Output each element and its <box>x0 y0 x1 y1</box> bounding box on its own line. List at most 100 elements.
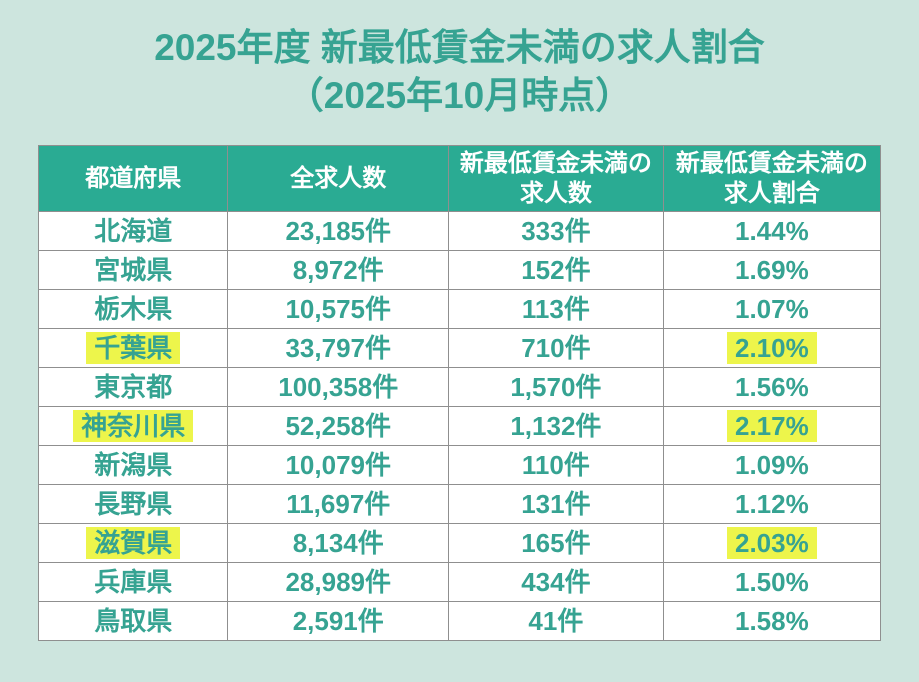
below-minwage-count-value: 710件 <box>521 333 591 363</box>
prefecture-label: 栃木県 <box>94 294 173 324</box>
below-minwage-rate-cell: 1.09% <box>662 445 882 485</box>
below-minwage-count-value: 41件 <box>528 606 584 636</box>
table-header-row: 都道府県 全求人数 新最低賃金未満の 求人数 新最低賃金未満の 求人割合 <box>37 145 882 212</box>
prefecture-cell: 神奈川県 <box>37 406 229 446</box>
total-jobs-value: 33,797件 <box>285 333 391 363</box>
below-minwage-count-value: 110件 <box>521 450 590 480</box>
below-minwage-rate-value: 2.10% <box>727 332 817 364</box>
below-minwage-rate-value: 1.09% <box>735 450 809 480</box>
below-minwage-rate-cell: 1.69% <box>662 250 882 290</box>
minimum-wage-table: 都道府県 全求人数 新最低賃金未満の 求人数 新最低賃金未満の 求人割合 北海道… <box>37 145 882 641</box>
prefecture-label: 滋賀県 <box>86 527 181 559</box>
total-jobs-value: 10,079件 <box>285 450 391 480</box>
below-minwage-count-cell: 113件 <box>448 289 664 329</box>
below-minwage-rate-value: 1.50% <box>735 567 809 597</box>
below-minwage-count-value: 152件 <box>521 255 591 285</box>
below-minwage-count-cell: 333件 <box>448 211 664 251</box>
prefecture-label: 神奈川県 <box>73 410 194 442</box>
total-jobs-cell: 52,258件 <box>227 406 450 446</box>
below-minwage-count-cell: 41件 <box>448 601 664 641</box>
below-minwage-rate-value: 1.56% <box>735 372 809 402</box>
below-minwage-rate-value: 1.07% <box>735 294 809 324</box>
total-jobs-cell: 10,079件 <box>227 445 450 485</box>
total-jobs-cell: 23,185件 <box>227 211 450 251</box>
table-row: 滋賀県 8,134件 165件 2.03% <box>37 523 882 563</box>
below-minwage-rate-value: 1.12% <box>735 489 809 519</box>
total-jobs-value: 100,358件 <box>278 372 399 402</box>
table-row: 北海道 23,185件 333件 1.44% <box>37 211 882 251</box>
table-row: 長野県 11,697件 131件 1.12% <box>37 484 882 524</box>
below-minwage-count-value: 1,132件 <box>510 411 602 441</box>
total-jobs-value: 23,185件 <box>285 216 391 246</box>
below-minwage-rate-cell: 1.44% <box>662 211 882 251</box>
below-minwage-count-cell: 110件 <box>448 445 664 485</box>
table-row: 新潟県 10,079件 110件 1.09% <box>37 445 882 485</box>
prefecture-cell: 新潟県 <box>37 445 229 485</box>
below-minwage-rate-cell: 1.58% <box>662 601 882 641</box>
table-row: 宮城県 8,972件 152件 1.69% <box>37 250 882 290</box>
total-jobs-value: 2,591件 <box>292 606 384 636</box>
prefecture-label: 長野県 <box>94 489 173 519</box>
prefecture-label: 宮城県 <box>94 255 173 285</box>
prefecture-label: 兵庫県 <box>94 567 173 597</box>
prefecture-label: 鳥取県 <box>94 606 173 636</box>
total-jobs-value: 11,697件 <box>286 489 391 519</box>
below-minwage-rate-cell: 2.10% <box>662 328 882 368</box>
page-title: 2025年度 新最低賃金未満の求人割合 （2025年10月時点） <box>0 24 919 120</box>
below-minwage-count-cell: 152件 <box>448 250 664 290</box>
below-minwage-count-value: 131件 <box>521 489 591 519</box>
header-prefecture: 都道府県 <box>37 145 229 212</box>
below-minwage-rate-cell: 1.50% <box>662 562 882 602</box>
page-title-line2: （2025年10月時点） <box>286 75 633 116</box>
below-minwage-rate-value: 1.69% <box>735 255 809 285</box>
prefecture-cell: 千葉県 <box>37 328 229 368</box>
prefecture-cell: 滋賀県 <box>37 523 229 563</box>
total-jobs-value: 28,989件 <box>285 567 391 597</box>
below-minwage-count-value: 333件 <box>521 216 591 246</box>
table-row: 兵庫県 28,989件 434件 1.50% <box>37 562 882 602</box>
total-jobs-cell: 100,358件 <box>227 367 450 407</box>
header-below-minwage-count: 新最低賃金未満の 求人数 <box>448 145 664 212</box>
below-minwage-count-cell: 1,132件 <box>448 406 664 446</box>
total-jobs-cell: 33,797件 <box>227 328 450 368</box>
prefecture-cell: 栃木県 <box>37 289 229 329</box>
prefecture-cell: 北海道 <box>37 211 229 251</box>
prefecture-label: 新潟県 <box>94 450 173 480</box>
total-jobs-cell: 2,591件 <box>227 601 450 641</box>
below-minwage-rate-value: 2.17% <box>727 410 817 442</box>
prefecture-cell: 兵庫県 <box>37 562 229 602</box>
total-jobs-cell: 8,972件 <box>227 250 450 290</box>
below-minwage-rate-cell: 1.07% <box>662 289 882 329</box>
table-row: 栃木県 10,575件 113件 1.07% <box>37 289 882 329</box>
table-body: 北海道 23,185件 333件 1.44% 宮城県 8,972件 152件 1… <box>37 211 882 641</box>
below-minwage-count-cell: 165件 <box>448 523 664 563</box>
below-minwage-count-value: 434件 <box>521 567 591 597</box>
table-row: 神奈川県 52,258件 1,132件 2.17% <box>37 406 882 446</box>
prefecture-cell: 長野県 <box>37 484 229 524</box>
below-minwage-count-value: 1,570件 <box>510 372 602 402</box>
below-minwage-rate-cell: 2.17% <box>662 406 882 446</box>
header-below-minwage-rate: 新最低賃金未満の 求人割合 <box>662 145 882 212</box>
below-minwage-rate-value: 2.03% <box>727 527 817 559</box>
table-row: 千葉県 33,797件 710件 2.10% <box>37 328 882 368</box>
table-row: 東京都 100,358件 1,570件 1.56% <box>37 367 882 407</box>
below-minwage-count-cell: 1,570件 <box>448 367 664 407</box>
total-jobs-value: 10,575件 <box>285 294 391 324</box>
table-row: 鳥取県 2,591件 41件 1.58% <box>37 601 882 641</box>
below-minwage-count-cell: 131件 <box>448 484 664 524</box>
total-jobs-cell: 8,134件 <box>227 523 450 563</box>
total-jobs-cell: 11,697件 <box>227 484 450 524</box>
below-minwage-count-value: 165件 <box>521 528 591 558</box>
below-minwage-count-value: 113件 <box>521 294 590 324</box>
below-minwage-rate-value: 1.44% <box>735 216 809 246</box>
total-jobs-value: 52,258件 <box>285 411 391 441</box>
prefecture-label: 北海道 <box>94 216 173 246</box>
page-title-line1: 2025年度 新最低賃金未満の求人割合 <box>154 27 765 68</box>
prefecture-label: 千葉県 <box>86 332 181 364</box>
below-minwage-rate-value: 1.58% <box>735 606 809 636</box>
prefecture-cell: 東京都 <box>37 367 229 407</box>
total-jobs-value: 8,972件 <box>292 255 384 285</box>
below-minwage-count-cell: 434件 <box>448 562 664 602</box>
prefecture-label: 東京都 <box>94 372 173 402</box>
